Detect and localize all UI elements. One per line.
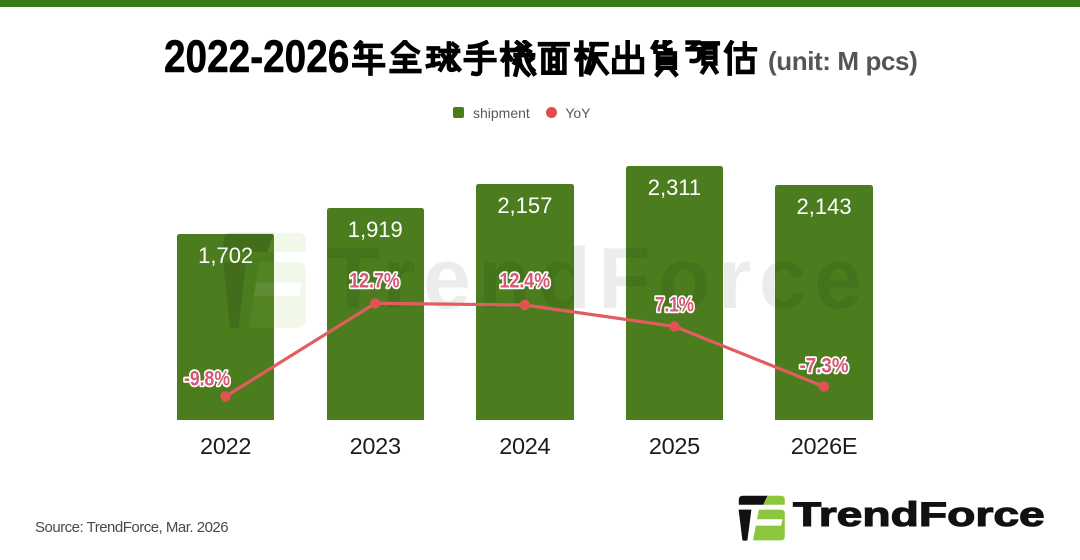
svg-text:12.4%: 12.4% (500, 270, 551, 293)
svg-text:12.7%: 12.7% (349, 270, 400, 293)
svg-text:-9.8%: -9.8% (184, 368, 230, 391)
svg-text:-7.3%: -7.3% (800, 355, 849, 378)
svg-text:7.1%: 7.1% (655, 294, 694, 317)
